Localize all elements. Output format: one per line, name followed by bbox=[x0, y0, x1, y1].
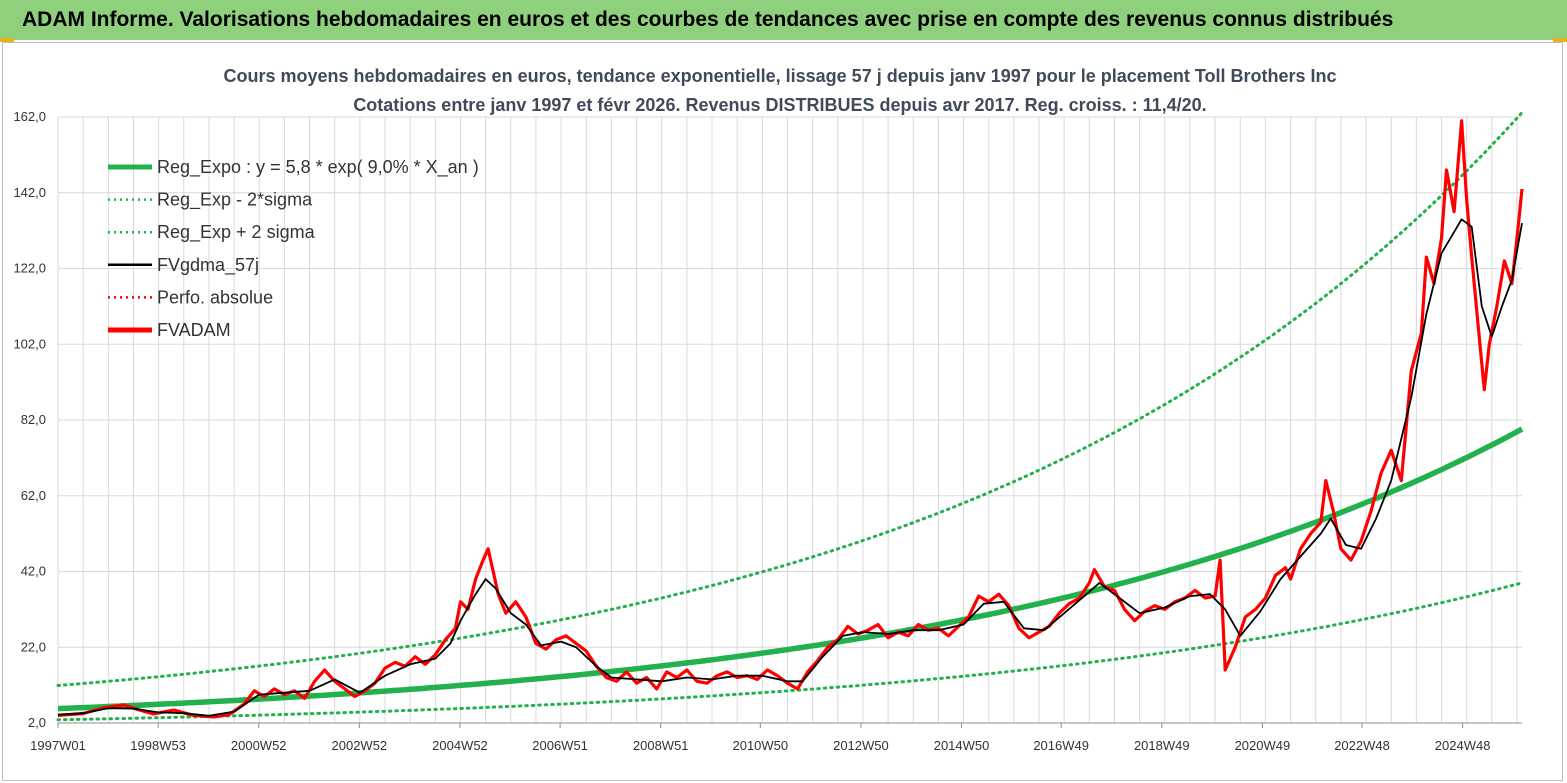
legend-label-perfo: Perfo. absolue bbox=[157, 287, 273, 307]
x-tick-label: 2014W50 bbox=[934, 738, 990, 753]
legend-label-gdma: FVgdma_57j bbox=[157, 255, 259, 276]
legend-label-high: Reg_Exp + 2 sigma bbox=[157, 222, 316, 243]
x-tick-label: 2006W51 bbox=[532, 738, 588, 753]
y-tick-label: 22,0 bbox=[21, 639, 46, 654]
chart-frame bbox=[2, 42, 1563, 781]
banner-accent-right bbox=[1553, 38, 1567, 42]
x-tick-label: 2022W48 bbox=[1334, 738, 1390, 753]
x-tick-label: 1997W01 bbox=[30, 738, 86, 753]
legend-label-low: Reg_Exp - 2*sigma bbox=[157, 190, 313, 211]
y-tick-label: 102,0 bbox=[13, 336, 46, 351]
y-tick-label: 82,0 bbox=[21, 412, 46, 427]
banner-title: ADAM Informe. Valorisations hebdomadaire… bbox=[22, 8, 1394, 31]
chart-axes: 2,0 22,0 42,0 62,0 82,0 102,0 122,0 142,0 162,0 1… bbox=[13, 109, 1522, 753]
chart-legend: Reg_Expo : y = 5,8 * exp( 9,0% * X_an ) R… bbox=[108, 157, 479, 340]
chart-title-line: Cours moyens hebdomadaires en euros, ten… bbox=[223, 66, 1336, 86]
x-tick-label: 2012W50 bbox=[833, 738, 889, 753]
series-fvgdma bbox=[57, 218, 1523, 717]
y-tick-label: 122,0 bbox=[13, 261, 46, 276]
page-banner: ADAM Informe. Valorisations hebdomadaire… bbox=[0, 0, 1567, 40]
y-tick-label: 42,0 bbox=[21, 564, 46, 579]
x-tick-label: 2016W49 bbox=[1033, 738, 1089, 753]
x-tick-label: 2008W51 bbox=[633, 738, 689, 753]
x-tick-label: 1998W53 bbox=[130, 738, 186, 753]
chart-grid bbox=[57, 116, 1522, 724]
legend-label-fv: FVADAM bbox=[157, 320, 231, 340]
chart-titles: Cours moyens hebdomadaires en euros, ten… bbox=[223, 66, 1336, 115]
legend-label-reg: Reg_Expo : y = 5,8 * exp( 9,0% * X_an ) bbox=[157, 157, 479, 178]
y-tick-label: 2,0 bbox=[28, 715, 46, 730]
series-reg-expo bbox=[57, 426, 1524, 712]
x-tick-label: 2020W49 bbox=[1235, 738, 1291, 753]
y-tick-label: 162,0 bbox=[13, 109, 46, 124]
y-tick-label: 142,0 bbox=[13, 185, 46, 200]
chart-series bbox=[56, 111, 1524, 722]
y-tick-label: 62,0 bbox=[21, 488, 46, 503]
x-tick-label: 2000W52 bbox=[231, 738, 287, 753]
x-tick-label: 2024W48 bbox=[1435, 738, 1491, 753]
series-reg-lower bbox=[56, 581, 1524, 722]
x-tick-label: 2004W52 bbox=[432, 738, 488, 753]
series-reg-upper bbox=[56, 111, 1524, 687]
x-tick-label: 2002W52 bbox=[332, 738, 388, 753]
chart-title-line: Cotations entre janv 1997 et févr 2026. … bbox=[353, 95, 1206, 115]
x-tick-label: 2018W49 bbox=[1134, 738, 1190, 753]
banner-accent-left bbox=[0, 38, 14, 42]
x-tick-label: 2010W50 bbox=[732, 738, 788, 753]
series-fvadam bbox=[57, 119, 1524, 719]
